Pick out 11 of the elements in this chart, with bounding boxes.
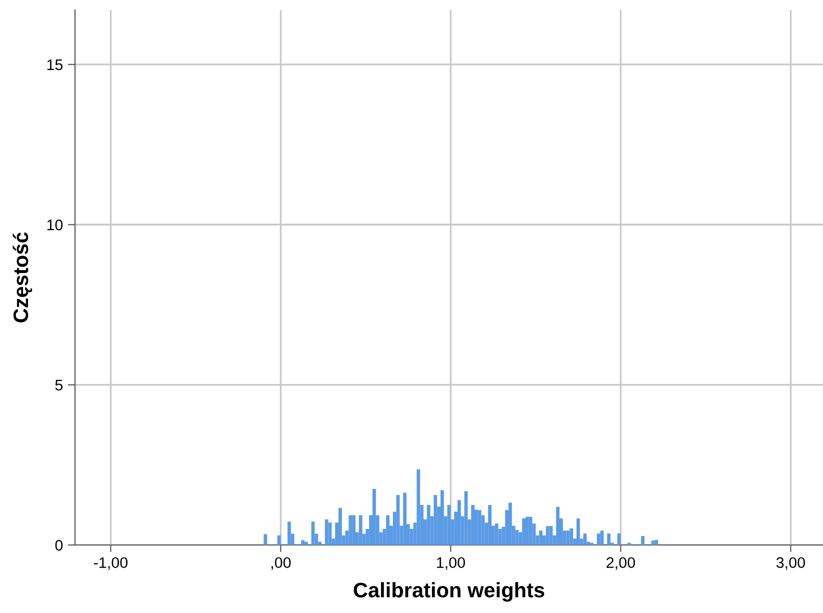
y-axis-title: Częstość	[12, 232, 32, 322]
x-tick-label: 1,00	[437, 557, 465, 570]
x-tick-label: 2,00	[606, 557, 635, 570]
x-tick-label: ,00	[271, 557, 291, 570]
y-tick-label: 5	[55, 380, 63, 391]
x-tick-label: 3,00	[776, 557, 805, 570]
x-axis-title: Calibration weights	[354, 582, 544, 602]
y-tick-label: 10	[47, 220, 63, 230]
y-tick-label: 15	[47, 59, 63, 70]
y-tick-label: 0	[55, 540, 63, 551]
x-tick-label: -1,00	[94, 557, 128, 570]
